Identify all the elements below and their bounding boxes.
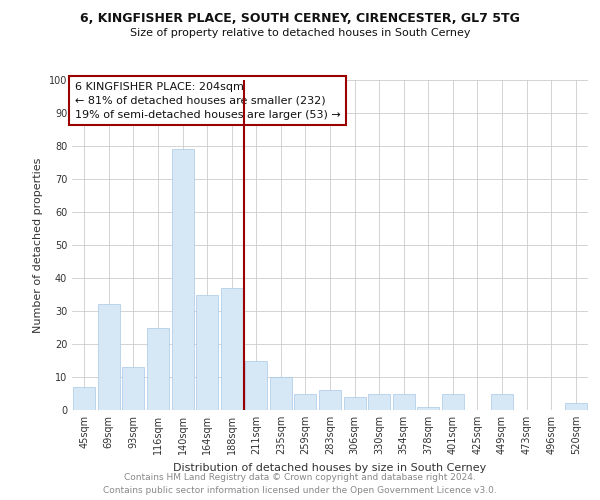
- Bar: [295, 394, 316, 410]
- Bar: [221, 288, 243, 410]
- Bar: [147, 328, 169, 410]
- Bar: [270, 377, 292, 410]
- Bar: [368, 394, 390, 410]
- Text: 6, KINGFISHER PLACE, SOUTH CERNEY, CIRENCESTER, GL7 5TG: 6, KINGFISHER PLACE, SOUTH CERNEY, CIREN…: [80, 12, 520, 26]
- Bar: [196, 294, 218, 410]
- Text: Size of property relative to detached houses in South Cerney: Size of property relative to detached ho…: [130, 28, 470, 38]
- Y-axis label: Number of detached properties: Number of detached properties: [33, 158, 43, 332]
- Bar: [172, 150, 194, 410]
- Bar: [565, 404, 587, 410]
- Bar: [122, 367, 145, 410]
- Bar: [442, 394, 464, 410]
- Bar: [319, 390, 341, 410]
- Bar: [98, 304, 120, 410]
- X-axis label: Distribution of detached houses by size in South Cerney: Distribution of detached houses by size …: [173, 462, 487, 472]
- Bar: [491, 394, 513, 410]
- Text: Contains HM Land Registry data © Crown copyright and database right 2024.
Contai: Contains HM Land Registry data © Crown c…: [103, 474, 497, 495]
- Bar: [417, 406, 439, 410]
- Bar: [245, 360, 268, 410]
- Bar: [392, 394, 415, 410]
- Bar: [344, 397, 365, 410]
- Text: 6 KINGFISHER PLACE: 204sqm
← 81% of detached houses are smaller (232)
19% of sem: 6 KINGFISHER PLACE: 204sqm ← 81% of deta…: [74, 82, 340, 120]
- Bar: [73, 387, 95, 410]
